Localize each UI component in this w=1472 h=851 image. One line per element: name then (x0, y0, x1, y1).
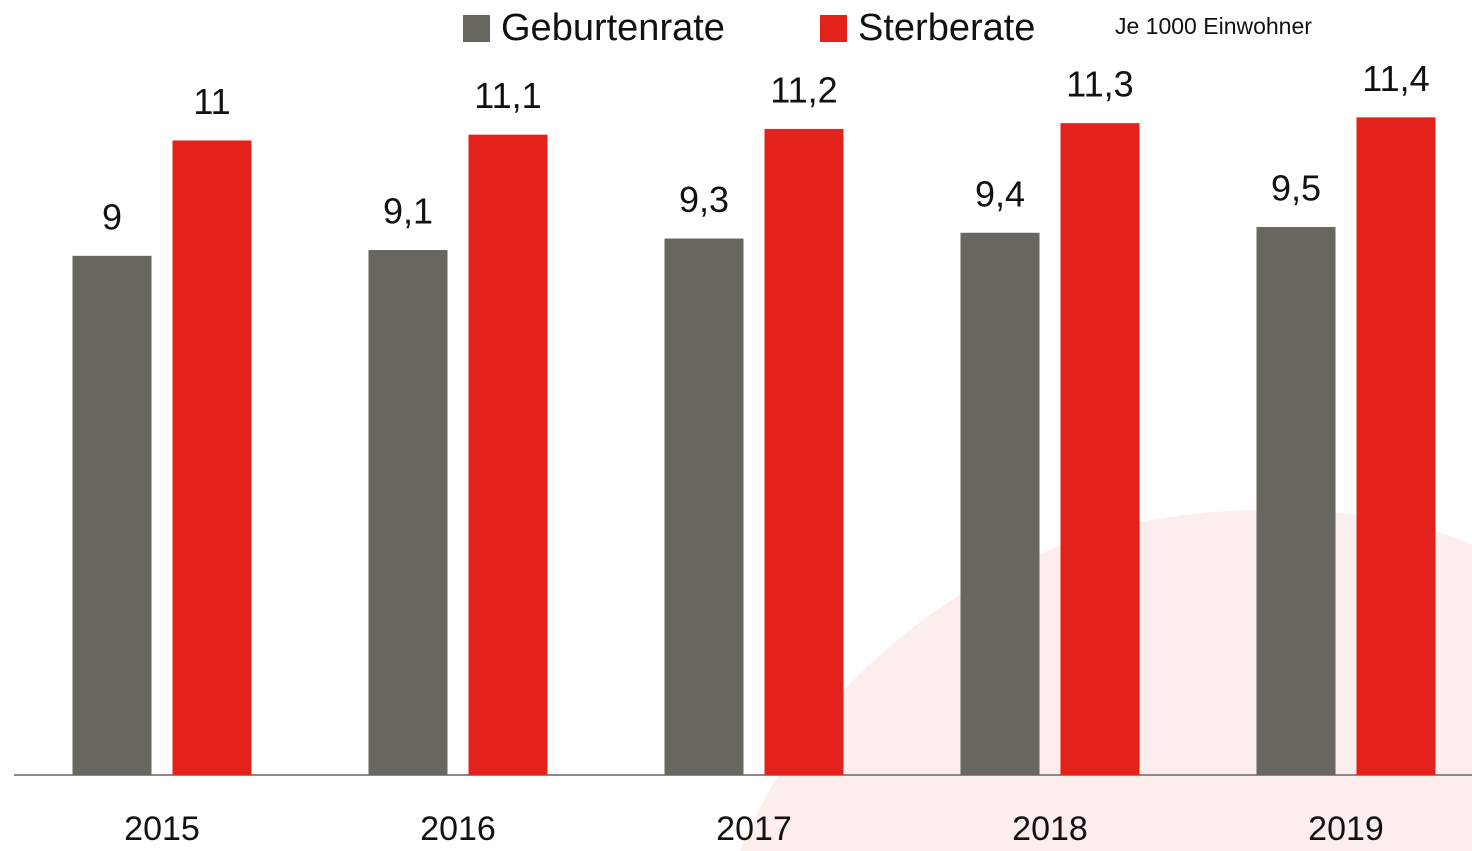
bar (468, 134, 548, 776)
bar (368, 250, 448, 775)
bar (1060, 123, 1140, 776)
bar (960, 232, 1040, 775)
legend-swatch (463, 15, 490, 42)
value-label: 9,5 (1271, 167, 1321, 208)
value-label: 9,4 (975, 173, 1025, 214)
value-label: 11 (193, 81, 230, 122)
legend-swatch (820, 15, 847, 42)
legend-label: Sterberate (858, 7, 1035, 49)
x-tick-label: 2018 (1012, 810, 1088, 848)
value-label: 11,3 (1066, 64, 1133, 105)
bar (72, 255, 152, 775)
x-tick-label: 2019 (1308, 810, 1384, 848)
bar (1256, 226, 1336, 776)
value-label: 11,4 (1362, 58, 1429, 99)
x-tick-label: 2016 (420, 810, 496, 848)
bar (764, 128, 844, 775)
value-label: 9 (102, 196, 122, 237)
bar (172, 140, 252, 775)
value-label: 11,1 (474, 75, 541, 116)
value-label: 9,3 (679, 179, 729, 220)
x-tick-label: 2015 (124, 810, 200, 848)
bar (664, 238, 744, 776)
bar (1356, 117, 1436, 776)
x-tick-label: 2017 (716, 810, 792, 848)
value-label: 11,2 (770, 69, 837, 110)
value-label: 9,1 (383, 191, 433, 232)
subtitle: Je 1000 Einwohner (1115, 13, 1312, 39)
legend-label: Geburtenrate (501, 7, 725, 49)
